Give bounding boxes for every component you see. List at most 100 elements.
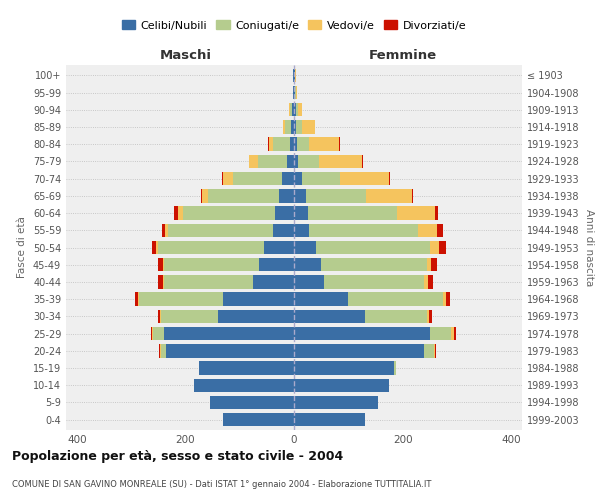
Bar <box>296 120 302 134</box>
Bar <box>309 224 418 237</box>
Bar <box>319 154 362 168</box>
Bar <box>151 327 152 340</box>
Bar <box>208 189 279 202</box>
Bar <box>296 103 298 117</box>
Bar <box>158 310 160 323</box>
Bar <box>294 258 321 272</box>
Bar <box>294 189 306 202</box>
Legend: Celibi/Nubili, Coniugati/e, Vedovi/e, Divorziati/e: Celibi/Nubili, Coniugati/e, Vedovi/e, Di… <box>118 16 470 35</box>
Bar <box>178 206 183 220</box>
Bar <box>294 292 348 306</box>
Bar <box>279 189 294 202</box>
Bar <box>264 241 294 254</box>
Bar <box>274 138 290 151</box>
Bar <box>160 310 161 323</box>
Bar <box>424 275 428 288</box>
Bar <box>257 154 287 168</box>
Bar <box>166 344 294 358</box>
Bar <box>223 292 294 306</box>
Bar <box>153 327 164 340</box>
Bar <box>294 378 389 392</box>
Bar <box>302 120 315 134</box>
Bar <box>158 275 163 288</box>
Bar <box>294 396 378 409</box>
Bar <box>275 206 294 220</box>
Bar <box>152 241 156 254</box>
Bar <box>164 258 259 272</box>
Bar <box>294 138 297 151</box>
Bar <box>160 344 161 358</box>
Bar <box>152 327 153 340</box>
Bar <box>298 103 302 117</box>
Bar <box>223 413 294 426</box>
Bar <box>259 258 294 272</box>
Bar <box>302 172 340 186</box>
Bar <box>294 206 308 220</box>
Bar <box>164 275 253 288</box>
Bar <box>174 206 178 220</box>
Bar <box>282 172 294 186</box>
Bar <box>428 275 433 288</box>
Text: Maschi: Maschi <box>160 50 211 62</box>
Bar <box>290 103 292 117</box>
Bar <box>183 206 275 220</box>
Bar <box>163 258 164 272</box>
Bar <box>233 172 282 186</box>
Bar <box>454 327 456 340</box>
Bar <box>424 344 434 358</box>
Bar <box>308 206 397 220</box>
Bar <box>430 241 439 254</box>
Bar <box>294 154 298 168</box>
Bar <box>161 310 218 323</box>
Bar <box>435 206 439 220</box>
Bar <box>294 344 424 358</box>
Bar <box>397 206 435 220</box>
Bar <box>446 292 451 306</box>
Bar <box>194 378 294 392</box>
Bar <box>394 362 395 374</box>
Bar <box>283 120 285 134</box>
Bar <box>202 189 208 202</box>
Bar <box>439 241 446 254</box>
Bar <box>285 120 291 134</box>
Bar <box>253 275 294 288</box>
Bar <box>427 258 431 272</box>
Text: COMUNE DI SAN GAVINO MONREALE (SU) - Dati ISTAT 1° gennaio 2004 - Elaborazione T: COMUNE DI SAN GAVINO MONREALE (SU) - Dat… <box>12 480 431 489</box>
Bar <box>324 275 424 288</box>
Bar <box>306 189 365 202</box>
Bar <box>294 275 324 288</box>
Bar <box>365 189 412 202</box>
Bar <box>167 224 274 237</box>
Bar <box>389 172 390 186</box>
Bar <box>223 172 233 186</box>
Bar <box>158 241 264 254</box>
Bar <box>287 154 294 168</box>
Bar <box>427 310 429 323</box>
Bar <box>291 120 294 134</box>
Bar <box>294 413 365 426</box>
Bar <box>294 310 365 323</box>
Bar <box>298 154 319 168</box>
Bar <box>294 68 295 82</box>
Bar <box>340 172 389 186</box>
Bar <box>135 292 138 306</box>
Bar <box>294 327 430 340</box>
Bar <box>294 103 296 117</box>
Bar <box>290 138 294 151</box>
Bar <box>434 344 435 358</box>
Bar <box>437 224 443 237</box>
Bar <box>139 292 223 306</box>
Bar <box>429 310 432 323</box>
Bar <box>430 327 451 340</box>
Text: Femmine: Femmine <box>368 50 437 62</box>
Text: Popolazione per età, sesso e stato civile - 2004: Popolazione per età, sesso e stato civil… <box>12 450 343 463</box>
Bar <box>294 362 394 374</box>
Bar <box>365 310 427 323</box>
Bar <box>158 258 163 272</box>
Bar <box>321 258 427 272</box>
Bar <box>294 172 302 186</box>
Bar <box>210 396 294 409</box>
Bar <box>443 292 446 306</box>
Bar <box>199 362 294 374</box>
Bar <box>412 189 413 202</box>
